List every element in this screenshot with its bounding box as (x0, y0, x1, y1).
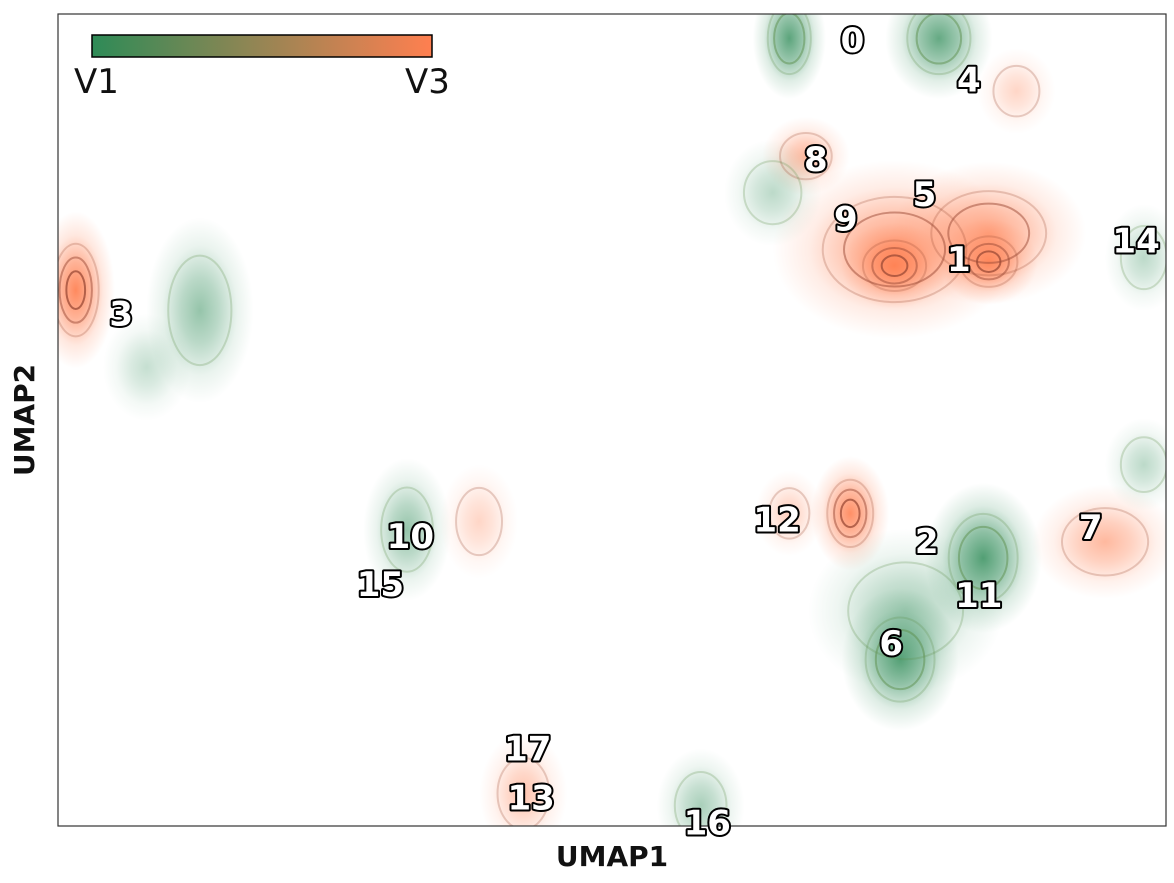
density-contour (915, 14, 963, 65)
density-contour (906, 14, 972, 76)
density-region (1104, 204, 1166, 312)
density-region (656, 748, 745, 826)
density-contour (380, 486, 434, 573)
density-contour (826, 478, 875, 549)
density-contour (843, 211, 947, 288)
cluster-label-6: 6 (879, 624, 903, 664)
density-contour (976, 250, 1002, 273)
density-contour (1119, 225, 1166, 291)
density-region (479, 732, 568, 826)
cluster-label-15: 15 (357, 565, 404, 605)
density-region (939, 218, 1038, 305)
contour-layer (58, 14, 1166, 826)
density-region (755, 470, 824, 557)
density-contour (821, 195, 968, 304)
density-contour (167, 254, 233, 367)
density-region (58, 211, 115, 369)
colorbar-legend: V1 V3 (74, 34, 450, 102)
density-contour (947, 202, 1031, 264)
cluster-label-7: 7 (1079, 508, 1103, 548)
cluster-label-2: 2 (915, 522, 939, 562)
x-axis-label: UMAP1 (556, 840, 668, 873)
density-region (840, 222, 949, 309)
cluster-label-16: 16 (684, 804, 731, 844)
cluster-label-8: 8 (804, 140, 828, 180)
density-contour (773, 14, 806, 65)
cluster-label-5: 5 (913, 175, 937, 215)
density-contour (871, 246, 918, 285)
density-contour (959, 235, 1019, 288)
density-region (885, 14, 993, 100)
density-contour (673, 771, 728, 826)
cluster-label-9: 9 (834, 199, 858, 239)
density-region (1031, 484, 1166, 599)
density-contour (766, 14, 812, 76)
y-axis-label: UMAP2 (8, 364, 41, 476)
density-contour (967, 242, 1010, 281)
cluster-label-13: 13 (507, 778, 554, 818)
density-region (924, 483, 1042, 634)
plot-frame (57, 13, 1167, 827)
density-contour (779, 131, 833, 181)
cluster-label-12: 12 (753, 501, 800, 541)
cluster-label-11: 11 (955, 576, 1002, 616)
density-contour (957, 525, 1009, 591)
colorbar (91, 34, 433, 58)
density-contour (58, 256, 93, 324)
density-contour (847, 561, 965, 661)
density-contour (839, 498, 861, 529)
cluster-label-1: 1 (947, 240, 971, 280)
density-region (752, 14, 826, 100)
density-contour (947, 512, 1019, 604)
density-contour (455, 486, 504, 557)
density-contour (833, 488, 868, 539)
colorbar-high-label: V3 (405, 62, 450, 102)
density-contour (1119, 436, 1166, 494)
cluster-label-0: 0 (841, 21, 865, 61)
density-region (102, 313, 191, 421)
density-contour (742, 160, 803, 226)
density-contour (768, 487, 811, 540)
cluster-label-14: 14 (1112, 221, 1159, 261)
cluster-label-3: 3 (109, 294, 133, 334)
density-contour (992, 64, 1041, 118)
density-contour (65, 270, 87, 310)
density-region (977, 48, 1056, 135)
density-region (363, 458, 451, 602)
plot-background (58, 14, 1166, 826)
density-contour (874, 628, 926, 691)
density-contour (861, 239, 928, 292)
density-contour (880, 254, 909, 278)
density-contour (1060, 507, 1150, 577)
density-region (1104, 418, 1166, 512)
density-contour (930, 190, 1048, 277)
cluster-label-4: 4 (957, 61, 981, 101)
density-layer (58, 14, 1166, 826)
density-contour (58, 242, 100, 338)
density-region (440, 464, 519, 579)
cluster-label-17: 17 (504, 730, 551, 770)
colorbar-low-label: V1 (74, 62, 119, 102)
cluster-label-10: 10 (387, 517, 434, 557)
density-contour (864, 616, 936, 703)
density-contour (496, 756, 551, 826)
